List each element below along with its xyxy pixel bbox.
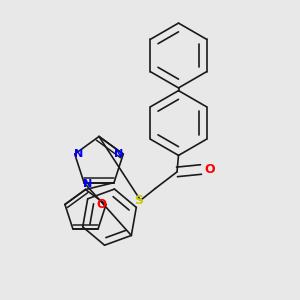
- Text: O: O: [96, 198, 106, 211]
- Text: N: N: [74, 148, 83, 158]
- Text: N: N: [83, 179, 92, 189]
- Text: O: O: [204, 163, 214, 176]
- Text: S: S: [134, 194, 143, 208]
- Text: N: N: [114, 148, 124, 158]
